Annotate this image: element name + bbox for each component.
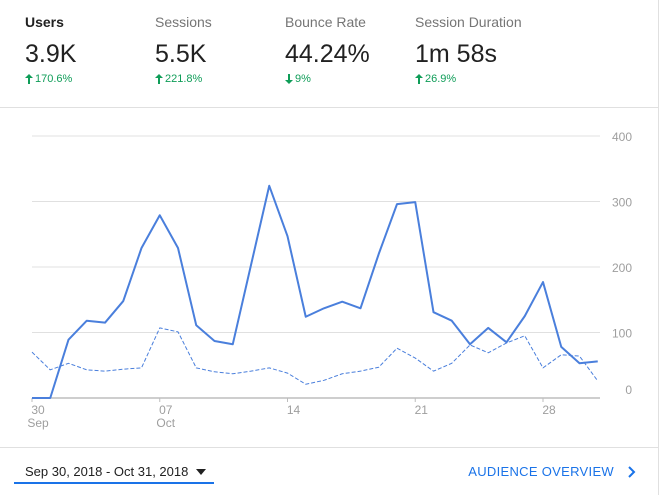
dropdown-icon (196, 468, 207, 475)
comparison-line (31, 327, 599, 385)
y-tick-label: 100 (612, 327, 632, 341)
date-underline (14, 482, 214, 484)
x-tick-label: 21 (415, 403, 429, 417)
date-range: Sep 30, 2018 - Oct 31, 2018 (25, 464, 189, 479)
y-tick-label: 0 (625, 383, 632, 397)
kpi-bounce-rate[interactable]: Bounce Rate 44.24% 9% (285, 14, 370, 85)
link-text: AUDIENCE OVERVIEW (468, 464, 614, 479)
kpi-value: 1m 58s (415, 40, 497, 68)
kpi-change: 26.9% (415, 73, 522, 85)
x-tick-label: 30 (31, 403, 45, 417)
data-line (32, 184, 598, 399)
kpi-sessions[interactable]: Sessions 5.5K 221.8% (155, 14, 212, 85)
arrow-up-icon (25, 74, 33, 84)
kpi-users[interactable]: Users 3.9K 170.6% (25, 14, 76, 85)
y-tick-label: 300 (612, 196, 632, 210)
arrow-down-icon (285, 74, 293, 84)
kpi-session-duration[interactable]: Session Duration 1m 58s 26.9% (415, 14, 522, 85)
kpi-label: Session Duration (415, 14, 522, 30)
change-text: 26.9% (425, 73, 457, 85)
audience-overview-link[interactable]: AUDIENCE OVERVIEW (468, 464, 636, 479)
kpi-change: 170.6% (25, 73, 76, 85)
change-text: 9% (295, 73, 311, 85)
change-text: 170.6% (35, 73, 73, 85)
kpi-value: 5.5K (155, 40, 207, 68)
kpi-label: Bounce Rate (285, 14, 366, 30)
x-tick-label: 07 (159, 403, 173, 417)
x-tick-sublabel: Oct (156, 416, 175, 430)
kpi-change: 221.8% (155, 73, 212, 85)
kpi-value: 3.9K (25, 40, 77, 68)
kpi-label: Users (25, 14, 64, 30)
x-tick-label: 28 (542, 403, 556, 417)
y-tick-label: 400 (612, 130, 632, 144)
date-range-picker[interactable]: Sep 30, 2018 - Oct 31, 2018 (25, 464, 207, 479)
y-tick-label: 200 (612, 261, 632, 275)
x-tick-sublabel: Sep (27, 416, 49, 430)
kpi-label: Sessions (155, 14, 212, 30)
arrow-up-icon (415, 74, 423, 84)
change-text: 221.8% (165, 73, 203, 85)
kpi-value: 44.24% (285, 40, 370, 68)
kpi-change: 9% (285, 73, 370, 85)
arrow-up-icon (155, 74, 163, 84)
x-tick-label: 14 (287, 403, 301, 417)
chevron-icon (628, 465, 636, 478)
separator (0, 447, 658, 448)
separator (0, 107, 658, 108)
